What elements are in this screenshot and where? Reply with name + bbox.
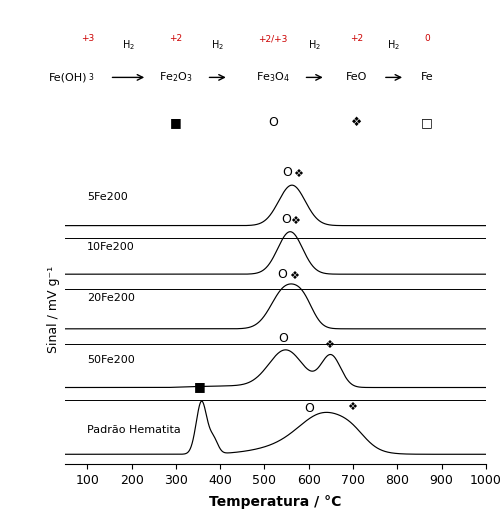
Text: O: O <box>277 268 287 281</box>
Text: H$_2$: H$_2$ <box>387 39 400 53</box>
Text: Fe(OH): Fe(OH) <box>49 72 88 83</box>
Text: FeO: FeO <box>346 72 367 83</box>
X-axis label: Temperatura / °C: Temperatura / °C <box>209 495 342 509</box>
Text: □: □ <box>421 116 433 130</box>
Text: ❖: ❖ <box>351 116 362 130</box>
Text: ❖: ❖ <box>293 169 303 179</box>
Text: O: O <box>268 116 278 130</box>
Text: 0: 0 <box>424 35 430 43</box>
Text: O: O <box>283 166 293 179</box>
Text: 20Fe200: 20Fe200 <box>87 294 135 303</box>
Text: ■: ■ <box>194 380 206 393</box>
Text: +2/+3: +2/+3 <box>258 35 288 43</box>
Text: 5Fe200: 5Fe200 <box>87 192 128 202</box>
Text: ❖: ❖ <box>324 340 334 350</box>
Y-axis label: Sinal / mV g⁻¹: Sinal / mV g⁻¹ <box>47 266 60 353</box>
Text: 10Fe200: 10Fe200 <box>87 241 135 252</box>
Text: Fe$_2$O$_3$: Fe$_2$O$_3$ <box>159 71 192 84</box>
Text: Fe$_3$O$_4$: Fe$_3$O$_4$ <box>256 71 290 84</box>
Text: ■: ■ <box>170 116 182 130</box>
Text: ❖: ❖ <box>347 402 357 412</box>
Text: Fe: Fe <box>421 72 433 83</box>
Text: O: O <box>279 332 289 345</box>
Text: +2: +2 <box>169 35 182 43</box>
Text: $_3$: $_3$ <box>88 71 94 84</box>
Text: ❖: ❖ <box>291 216 301 227</box>
Text: Padrão Hematita: Padrão Hematita <box>87 425 181 435</box>
Text: H$_2$: H$_2$ <box>308 39 321 53</box>
Text: ❖: ❖ <box>289 271 299 281</box>
Text: +2: +2 <box>350 35 363 43</box>
Text: H$_2$: H$_2$ <box>122 39 135 53</box>
Text: 50Fe200: 50Fe200 <box>87 355 135 365</box>
Text: O: O <box>304 401 314 415</box>
Text: +3: +3 <box>81 35 94 43</box>
Text: O: O <box>281 214 291 227</box>
Text: H$_2$: H$_2$ <box>211 39 224 53</box>
